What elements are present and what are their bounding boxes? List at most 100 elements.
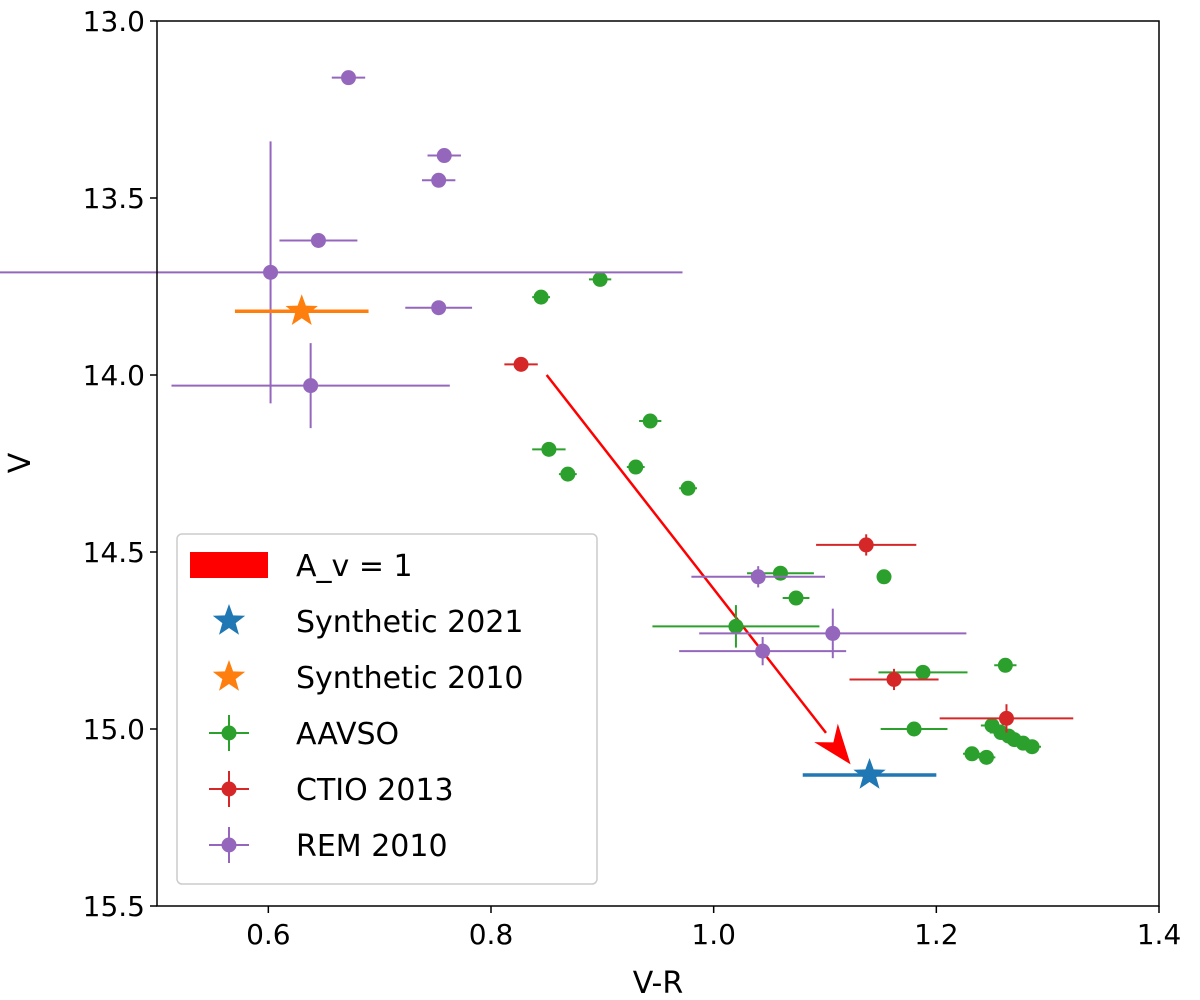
circle-marker bbox=[263, 264, 279, 280]
data-point bbox=[234, 294, 369, 326]
arrow-head bbox=[814, 723, 851, 765]
legend-arrow-swatch bbox=[190, 552, 268, 578]
data-point bbox=[626, 459, 645, 475]
circle-marker bbox=[431, 172, 447, 188]
star-marker bbox=[853, 758, 886, 789]
circle-marker bbox=[303, 378, 319, 394]
y-tick-label: 13.0 bbox=[83, 5, 145, 38]
data-point bbox=[0, 141, 683, 404]
series-ctio-2013 bbox=[504, 356, 1074, 733]
series-synthetic-2010 bbox=[234, 294, 369, 326]
legend-label: Synthetic 2021 bbox=[296, 605, 524, 640]
data-point bbox=[679, 480, 697, 496]
y-tick-label: 14.5 bbox=[83, 536, 145, 569]
data-point bbox=[652, 605, 820, 648]
data-point bbox=[331, 70, 366, 86]
circle-marker bbox=[533, 289, 549, 305]
legend-box bbox=[176, 533, 598, 885]
legend-entry: A_v = 1 bbox=[190, 549, 413, 584]
circle-marker bbox=[592, 271, 608, 287]
series-aavso bbox=[532, 271, 1041, 765]
series-synthetic-2021 bbox=[802, 758, 937, 789]
data-point bbox=[427, 148, 461, 164]
circle-marker bbox=[560, 466, 576, 482]
x-tick-label: 0.6 bbox=[246, 918, 291, 951]
data-point bbox=[421, 172, 456, 188]
data-point bbox=[802, 758, 937, 789]
legend-label: CTIO 2013 bbox=[296, 773, 454, 808]
y-tick-label: 15.5 bbox=[83, 890, 145, 923]
circle-marker bbox=[858, 537, 874, 553]
circle-marker bbox=[788, 590, 804, 606]
data-point bbox=[994, 657, 1017, 673]
circle-marker bbox=[513, 356, 529, 372]
circle-marker bbox=[436, 148, 452, 164]
circle-marker bbox=[628, 459, 644, 475]
x-tick-label: 0.8 bbox=[469, 918, 514, 951]
data-point bbox=[679, 636, 847, 666]
circle-marker bbox=[978, 749, 994, 765]
circle-marker bbox=[755, 643, 771, 659]
data-point bbox=[171, 343, 450, 429]
circle-marker bbox=[876, 569, 892, 585]
circle-marker bbox=[964, 746, 980, 762]
legend-label: REM 2010 bbox=[296, 829, 448, 864]
legend-label: AAVSO bbox=[296, 717, 399, 752]
circle-marker bbox=[997, 657, 1013, 673]
y-axis-ticks: 13.0 13.5 14.0 14.5 15.0 15.5 bbox=[83, 5, 157, 923]
legend-label: A_v = 1 bbox=[296, 549, 413, 584]
legend-entry: AAVSO bbox=[209, 715, 399, 752]
circle-marker bbox=[772, 565, 788, 581]
legend-entry: CTIO 2013 bbox=[209, 771, 454, 808]
extinction-arrow bbox=[545, 374, 851, 765]
y-tick-label: 15.0 bbox=[83, 713, 145, 746]
data-point bbox=[782, 590, 810, 606]
data-point bbox=[880, 721, 948, 737]
x-axis-label: V-R bbox=[633, 966, 683, 1000]
legend-star-marker bbox=[212, 660, 246, 691]
data-point bbox=[963, 746, 981, 762]
data-point bbox=[279, 232, 358, 248]
legend-circle-marker bbox=[221, 837, 237, 853]
x-axis-ticks: 0.6 0.8 1.0 1.2 1.4 bbox=[246, 906, 1181, 951]
x-tick-label: 1.2 bbox=[914, 918, 959, 951]
data-point bbox=[691, 566, 825, 588]
circle-marker bbox=[340, 70, 356, 86]
circle-marker bbox=[728, 618, 744, 634]
data-point bbox=[532, 289, 551, 305]
data-point bbox=[939, 704, 1074, 733]
circle-marker bbox=[310, 232, 326, 248]
chart-marks bbox=[0, 70, 1074, 789]
circle-marker bbox=[680, 480, 696, 496]
legend-circle-marker bbox=[221, 781, 237, 797]
legend-star-marker bbox=[212, 604, 246, 635]
circle-marker bbox=[642, 413, 658, 429]
y-axis-label: V bbox=[3, 452, 38, 473]
data-point bbox=[405, 300, 473, 316]
legend-label: Synthetic 2010 bbox=[296, 661, 524, 696]
legend-circle-marker bbox=[221, 725, 237, 741]
star-marker bbox=[285, 294, 318, 326]
data-point bbox=[977, 749, 996, 765]
series-rem-2010 bbox=[0, 70, 967, 666]
data-point bbox=[876, 569, 892, 585]
legend-entry: REM 2010 bbox=[209, 827, 448, 864]
data-point bbox=[699, 608, 967, 659]
circle-marker bbox=[915, 664, 931, 680]
legend-entry: Synthetic 2010 bbox=[212, 660, 524, 696]
circle-marker bbox=[886, 671, 902, 687]
data-point bbox=[504, 356, 538, 372]
plot-frame bbox=[156, 20, 1160, 907]
data-point bbox=[558, 466, 577, 482]
data-point bbox=[639, 413, 662, 429]
data-point bbox=[1023, 739, 1041, 755]
circle-marker bbox=[825, 625, 841, 641]
data-point bbox=[816, 534, 917, 556]
legend-entry: Synthetic 2021 bbox=[212, 604, 524, 640]
legend: A_v = 1 Synthetic 2021 Synthetic 2010 AAVSO… bbox=[176, 533, 598, 885]
circle-marker bbox=[998, 710, 1014, 726]
arrow-shaft bbox=[545, 374, 827, 734]
data-point bbox=[588, 271, 612, 287]
x-tick-label: 1.0 bbox=[691, 918, 736, 951]
